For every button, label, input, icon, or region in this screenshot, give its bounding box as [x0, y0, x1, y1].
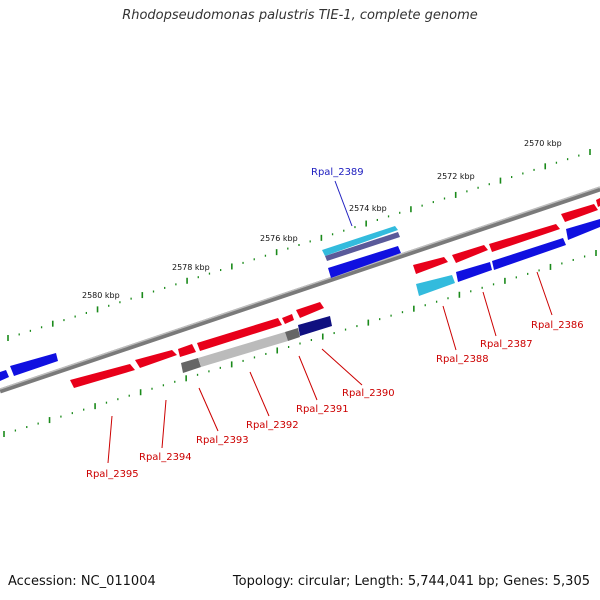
scale-label-2570: 2570 kbp: [524, 139, 562, 148]
gene-forward-arrow[interactable]: [282, 314, 294, 324]
map-title: Rhodopseudomonas palustris TIE-1, comple…: [122, 8, 478, 23]
gene-label-rpal-2388[interactable]: Rpal_2388: [436, 354, 489, 365]
gene-forward-arrow[interactable]: [70, 364, 135, 388]
gene-forward-arrow[interactable]: [413, 257, 448, 274]
accession-text: Accession: NC_011004: [8, 574, 156, 589]
forward-strand-genes: [70, 198, 600, 388]
gene-reverse-arrow[interactable]: [566, 219, 600, 240]
gene-highlight-cyan[interactable]: [322, 226, 398, 256]
gene-forward-arrow[interactable]: [197, 318, 282, 351]
genome-backbone-highlight: [0, 186, 600, 390]
gene-highlight-navy[interactable]: [325, 232, 400, 261]
gene-label-rpal-2387[interactable]: Rpal_2387: [480, 339, 533, 350]
gene-reverse-arrow[interactable]: [0, 370, 9, 381]
gene-forward-arrow[interactable]: [489, 224, 560, 252]
gene-label-rpal-2391[interactable]: Rpal_2391: [296, 404, 349, 415]
gene-leader-lines: [107, 180, 553, 464]
gene-forward-arrow[interactable]: [596, 198, 600, 207]
gene-reverse-light[interactable]: [416, 275, 455, 296]
gene-reverse-gray-light[interactable]: [198, 332, 288, 367]
gene-reverse-gray-dark[interactable]: [181, 358, 201, 373]
gene-label-rpal-2393[interactable]: Rpal_2393: [196, 435, 249, 446]
genome-backbone: [0, 186, 600, 394]
gene-label-rpal-2395[interactable]: Rpal_2395: [86, 469, 139, 480]
scale-label-2574: 2574 kbp: [349, 204, 387, 213]
scale-ticks-top: [7, 149, 591, 341]
scale-label-2578: 2578 kbp: [172, 263, 210, 272]
gene-forward-arrow[interactable]: [135, 350, 177, 368]
gene-label-rpal-2386[interactable]: Rpal_2386: [531, 320, 584, 331]
scale-label-2572: 2572 kbp: [437, 172, 475, 181]
gene-reverse-arrow[interactable]: [10, 353, 58, 376]
gene-forward-arrow[interactable]: [178, 344, 196, 357]
gene-label-rpal-2392[interactable]: Rpal_2392: [246, 420, 299, 431]
gene-forward-arrow[interactable]: [452, 245, 488, 263]
gene-labels: Rpal_2386 Rpal_2387 Rpal_2388 Rpal_2389 …: [86, 167, 584, 480]
topology-text: Topology: circular; Length: 5,744,041 bp…: [232, 574, 590, 589]
gene-reverse-gray-dark[interactable]: [285, 328, 300, 341]
scale-label-2580: 2580 kbp: [82, 291, 120, 300]
scale-ticks-bottom: [3, 250, 597, 437]
gene-reverse-arrow[interactable]: [328, 246, 401, 278]
gene-reverse-navy[interactable]: [298, 316, 332, 336]
gene-forward-arrow[interactable]: [296, 302, 324, 318]
gene-forward-arrow[interactable]: [561, 204, 598, 222]
gene-label-rpal-2390[interactable]: Rpal_2390: [342, 388, 395, 399]
gene-reverse-arrow[interactable]: [492, 238, 566, 270]
reverse-strand-genes: [0, 219, 600, 381]
gene-label-rpal-2389[interactable]: Rpal_2389: [311, 167, 364, 178]
gene-label-rpal-2394[interactable]: Rpal_2394: [139, 452, 192, 463]
gene-reverse-arrow[interactable]: [456, 262, 492, 282]
scale-label-2576: 2576 kbp: [260, 234, 298, 243]
